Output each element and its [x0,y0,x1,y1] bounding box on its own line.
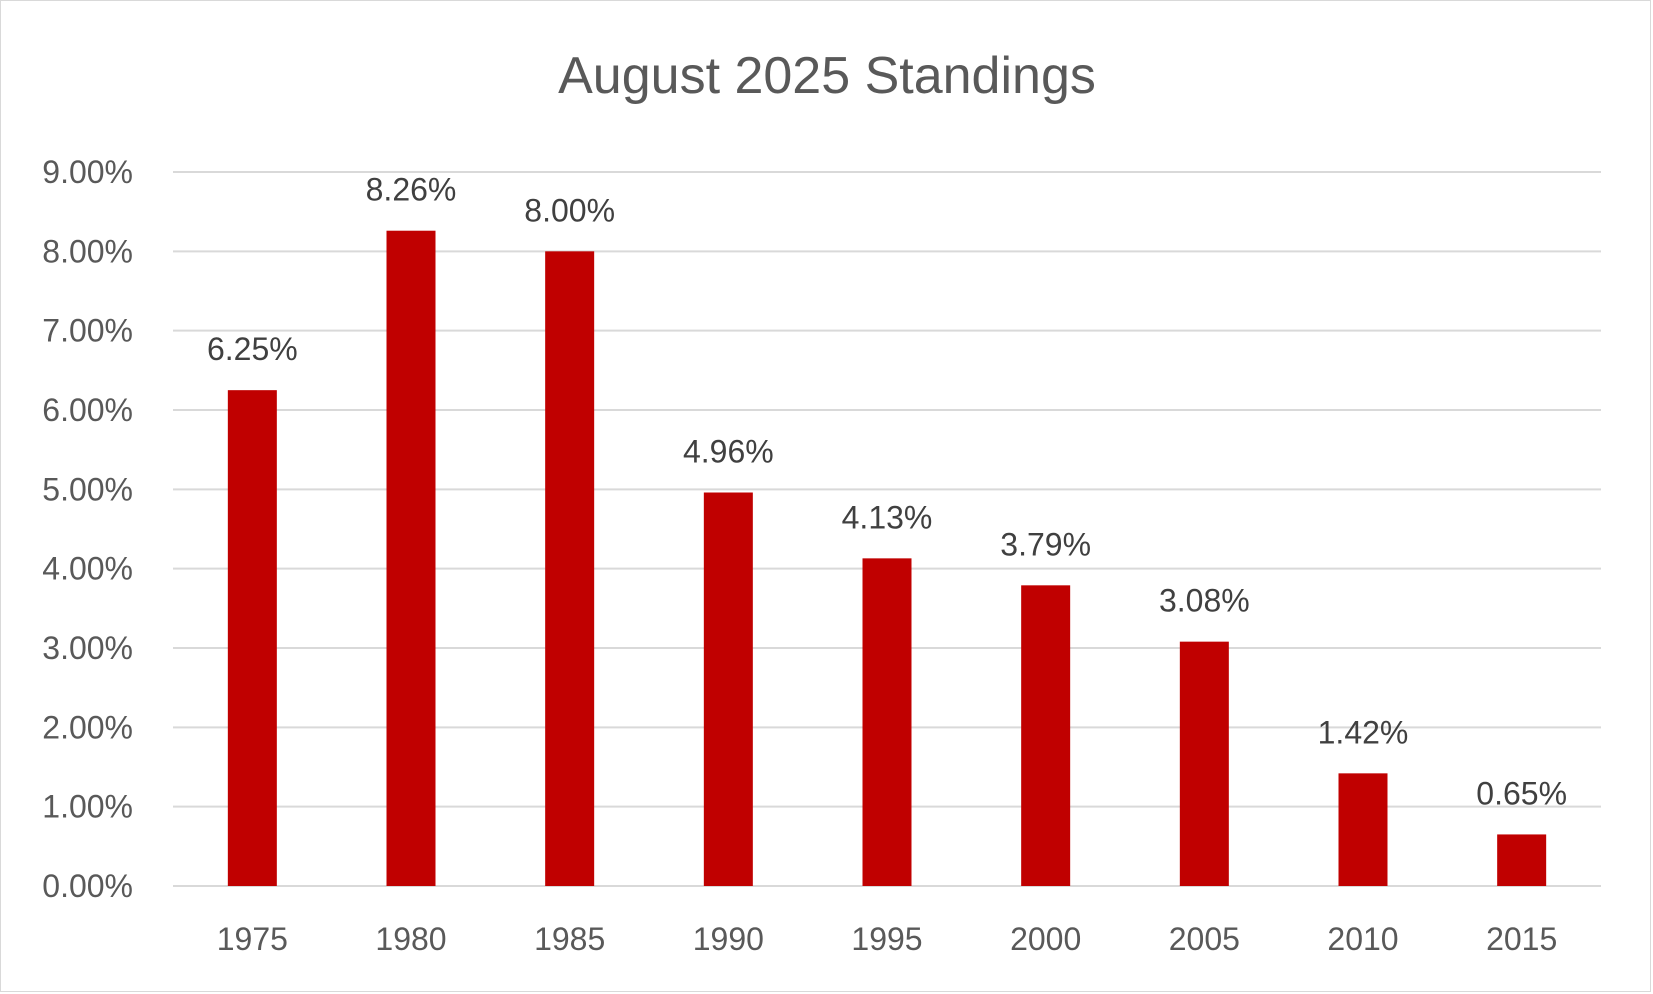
x-tick-label: 1990 [693,921,764,957]
data-label: 0.65% [1476,775,1567,811]
y-tick-label: 0.00% [42,868,133,904]
y-tick-label: 2.00% [42,709,133,745]
x-tick-label: 2000 [1010,921,1081,957]
data-labels: 6.25% 8.26% 8.00% 4.96% 4.13% 3.79% 3.08% 1.42%… [207,172,1567,812]
x-tick-label: 2010 [1327,921,1398,957]
y-tick-label: 4.00% [42,551,133,587]
data-label: 8.26% [366,172,457,208]
y-tick-label: 7.00% [42,313,133,349]
bar [386,230,436,886]
y-tick-label: 8.00% [42,233,133,269]
data-label: 8.00% [524,192,615,228]
bar [1497,834,1547,886]
data-label: 1.42% [1318,714,1409,750]
x-tick-label: 1980 [375,921,446,957]
data-label: 4.13% [842,499,933,535]
x-tick-label: 1985 [534,921,605,957]
data-label: 6.25% [207,331,298,367]
y-tick-label: 6.00% [42,392,133,428]
y-tick-label: 1.00% [42,789,133,825]
y-axis-tick-labels: 0.00% 1.00% 2.00% 3.00% 4.00% 5.00% 6.00% 7.00%… [42,154,133,904]
x-axis-tick-labels: 1975 1980 1985 1990 1995 2000 2005 2010 2015 [217,921,1558,957]
bar [545,251,595,887]
bar [862,558,912,886]
bar [227,390,277,886]
y-tick-label: 5.00% [42,471,133,507]
x-tick-label: 1975 [217,921,288,957]
x-tick-label: 2005 [1169,921,1240,957]
bars [227,230,1547,887]
data-label: 3.08% [1159,583,1250,619]
x-tick-label: 1995 [851,921,922,957]
bar [1021,585,1071,886]
chart-title: August 2025 Standings [558,47,1096,105]
data-label: 4.96% [683,434,774,470]
x-tick-label: 2015 [1486,921,1557,957]
bar [1338,773,1388,886]
y-tick-label: 3.00% [42,630,133,666]
y-tick-label: 9.00% [42,154,133,190]
data-label: 3.79% [1000,526,1091,562]
bar [1179,641,1229,886]
bar [703,492,753,886]
